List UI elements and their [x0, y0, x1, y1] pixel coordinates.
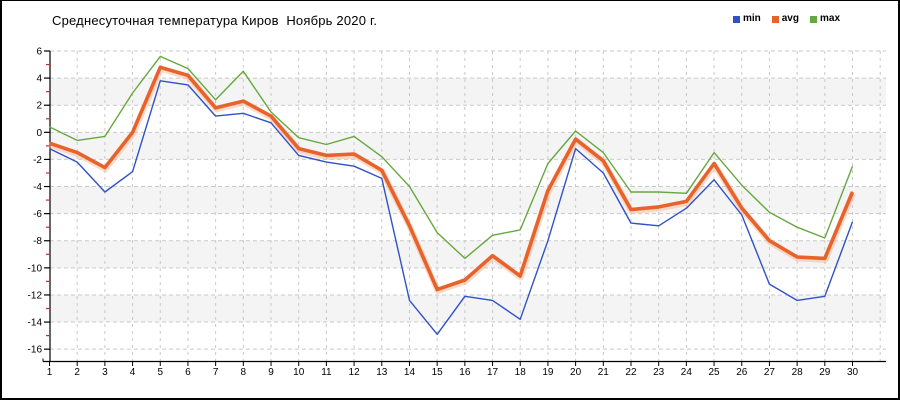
x-tick-label: 3	[102, 367, 108, 378]
series-min-line	[49, 80, 854, 335]
x-tick-label: 19	[542, 367, 554, 378]
x-tick-label: 26	[736, 367, 748, 378]
legend-item-max: max	[809, 13, 840, 24]
y-tick-label: 0	[36, 128, 42, 139]
x-tick-label: 16	[459, 367, 471, 378]
series-avg-line	[48, 65, 855, 292]
legend-label-min: min	[742, 13, 761, 24]
x-tick-label: 25	[708, 367, 720, 378]
plot-band	[50, 322, 886, 350]
x-tick-label: 18	[515, 367, 527, 378]
plot-band	[50, 105, 886, 133]
plot-band	[50, 78, 886, 106]
legend-swatch-avg-icon	[771, 15, 779, 23]
series-max-line	[49, 55, 854, 260]
legend-label-avg: avg	[781, 13, 799, 24]
y-tick-label: -6	[33, 209, 42, 220]
y-tick-label: 2	[36, 101, 42, 112]
y-tick-label: -12	[28, 290, 43, 301]
plot-band	[50, 132, 886, 160]
x-tick-label: 23	[653, 367, 665, 378]
x-tick-label: 8	[241, 367, 247, 378]
x-tick-label: 20	[570, 367, 582, 378]
legend-label-max: max	[819, 13, 840, 24]
x-tick-label: 6	[185, 367, 191, 378]
legend-swatch-max-icon	[809, 15, 817, 23]
y-tick-label: -8	[33, 236, 42, 247]
x-tick-label: 28	[792, 367, 804, 378]
plot-band	[50, 294, 886, 323]
x-tick-label: 13	[376, 367, 388, 378]
plot-band	[50, 159, 886, 187]
legend-item-min: min	[732, 13, 761, 24]
x-tick-label: 10	[293, 367, 305, 378]
x-tick-label: 22	[625, 367, 637, 378]
x-tick-label: 21	[598, 367, 610, 378]
y-tick-label: 6	[36, 47, 42, 58]
y-tick-label: -10	[28, 263, 43, 274]
plot-band	[50, 240, 886, 268]
x-tick-label: 7	[213, 367, 219, 378]
y-tick-label: -4	[33, 182, 42, 193]
x-tick-label: 15	[432, 367, 444, 378]
y-tick-label: -14	[28, 318, 43, 329]
x-tick-label: 2	[74, 367, 80, 378]
x-tick-label: 1	[47, 367, 53, 378]
x-tick-label: 9	[268, 367, 274, 378]
x-tick-label: 29	[819, 367, 831, 378]
x-tick-label: 11	[321, 367, 332, 378]
x-tick-label: 14	[404, 367, 416, 378]
plot-band	[50, 51, 886, 79]
x-tick-label: 27	[764, 367, 776, 378]
x-tick-label: 17	[487, 367, 499, 378]
legend-swatch-min-icon	[732, 15, 740, 23]
y-tick-label: 4	[36, 74, 42, 85]
legend-item-avg: avg	[771, 13, 799, 24]
x-tick-label: 4	[130, 367, 136, 378]
x-tick-label: 12	[349, 367, 361, 378]
plot-band	[50, 186, 886, 214]
chart-legend: min avg max	[732, 13, 840, 24]
x-tick-label: 30	[847, 367, 859, 378]
y-tick-label: -16	[28, 345, 43, 356]
x-tick-label: 24	[681, 367, 693, 378]
y-tick-label: -2	[33, 155, 42, 166]
chart-title: Среднесуточная температура Киров Ноябрь …	[52, 13, 378, 28]
x-tick-label: 5	[157, 367, 163, 378]
